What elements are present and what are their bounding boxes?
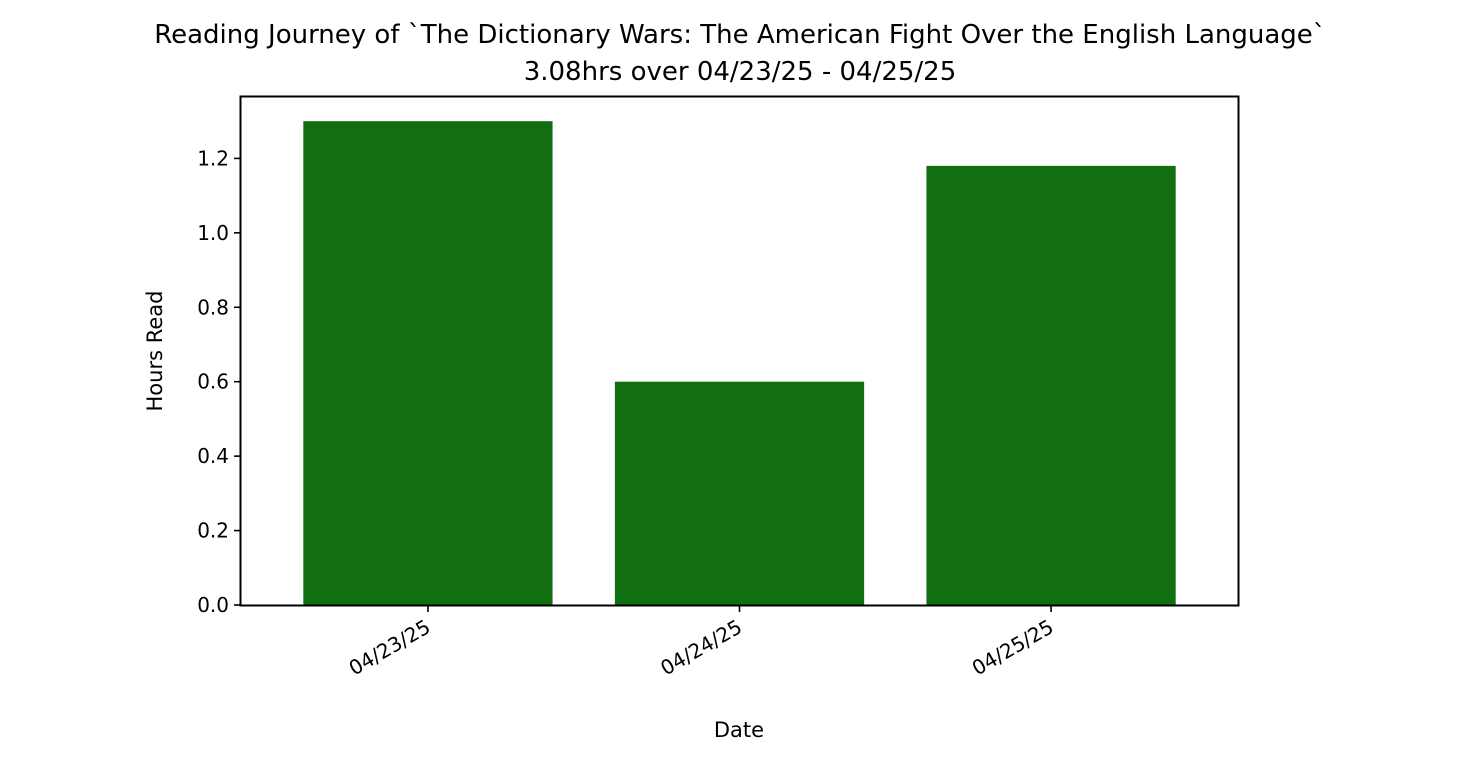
plot-area-frame	[239, 95, 1240, 607]
bar-04-25-25	[926, 165, 1176, 605]
y-tick-label: 0.0	[197, 593, 229, 617]
y-tick-label: 1.2	[197, 146, 229, 170]
x-axis-label: Date	[714, 718, 764, 742]
y-tick-label: 1.0	[197, 221, 229, 245]
x-tick-label: 04/23/25	[345, 615, 435, 681]
y-tick-label: 0.6	[197, 370, 229, 394]
chart-title: Reading Journey of `The Dictionary Wars:…	[154, 20, 1326, 50]
bar-04-24-25	[614, 381, 865, 605]
x-tick-label: 04/25/25	[968, 615, 1058, 681]
y-axis-label: Hours Read	[143, 291, 167, 412]
bar-04-23-25	[303, 121, 553, 605]
x-tick-label: 04/24/25	[656, 615, 746, 681]
chart-subtitle: 3.08hrs over 04/23/25 - 04/25/25	[524, 57, 957, 87]
y-tick-label: 0.2	[197, 519, 229, 543]
y-tick-label: 0.4	[197, 444, 229, 468]
y-tick-label: 0.8	[197, 295, 229, 319]
x-axis-ticks: 04/23/25 04/24/25 04/25/25	[345, 605, 1058, 680]
y-axis-ticks: 0.0 0.2 0.4 0.6 0.8 1.0 1.2	[197, 146, 241, 617]
bars-group	[303, 121, 1176, 605]
